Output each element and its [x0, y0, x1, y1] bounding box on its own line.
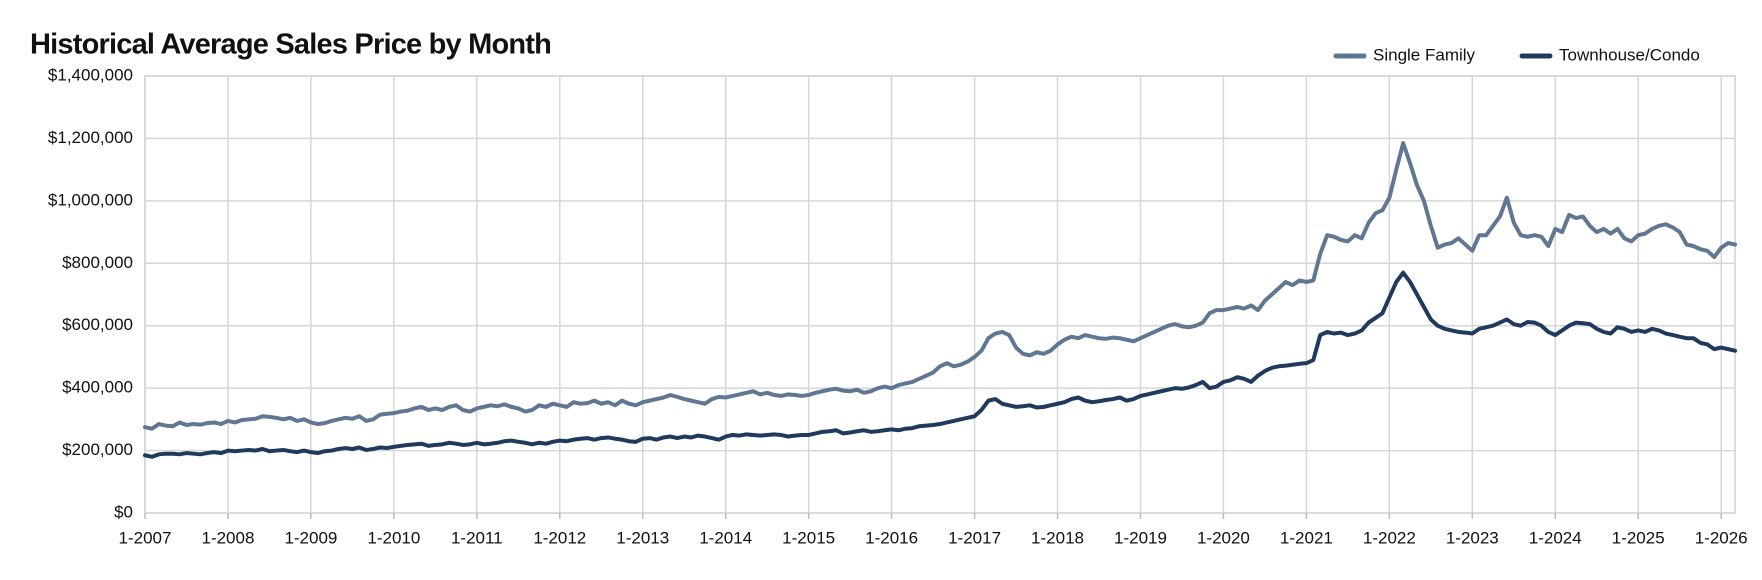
y-tick-label: $400,000: [62, 378, 133, 397]
x-tick-label: 1-2021: [1280, 528, 1333, 547]
x-tick-label: 1-2019: [1114, 528, 1167, 547]
chart-title: Historical Average Sales Price by Month: [30, 29, 551, 61]
y-tick-label: $1,400,000: [48, 65, 133, 84]
x-tick-label: 1-2026: [1695, 528, 1748, 547]
x-tick-label: 1-2018: [1031, 528, 1084, 547]
x-tick-label: 1-2011: [451, 528, 503, 547]
x-tick-label: 1-2012: [533, 528, 586, 547]
y-tick-label: $0: [114, 502, 133, 521]
y-tick-label: $1,200,000: [48, 128, 133, 147]
x-tick-label: 1-2007: [119, 528, 172, 547]
x-tick-label: 1-2014: [699, 528, 752, 547]
y-tick-label: $200,000: [62, 440, 133, 459]
y-tick-label: $1,000,000: [48, 190, 133, 209]
series-line: [143, 270, 1737, 459]
x-tick-label: 1-2016: [865, 528, 918, 547]
legend-label: Single Family: [1373, 45, 1476, 64]
x-tick-label: 1-2009: [284, 528, 337, 547]
x-tick-label: 1-2020: [1197, 528, 1250, 547]
y-tick-label: $800,000: [62, 253, 133, 272]
y-tick-label: $600,000: [62, 315, 133, 334]
x-tick-label: 1-2017: [948, 528, 1001, 547]
x-tick-label: 1-2022: [1363, 528, 1416, 547]
series-line: [143, 141, 1737, 431]
x-tick-label: 1-2015: [782, 528, 835, 547]
legend-label: Townhouse/Condo: [1559, 45, 1700, 64]
x-tick-label: 1-2013: [616, 528, 669, 547]
x-tick-label: 1-2008: [201, 528, 254, 547]
x-tick-label: 1-2025: [1612, 528, 1665, 547]
x-tick-label: 1-2010: [367, 528, 420, 547]
x-tick-label: 1-2024: [1529, 528, 1582, 547]
x-tick-label: 1-2023: [1446, 528, 1499, 547]
